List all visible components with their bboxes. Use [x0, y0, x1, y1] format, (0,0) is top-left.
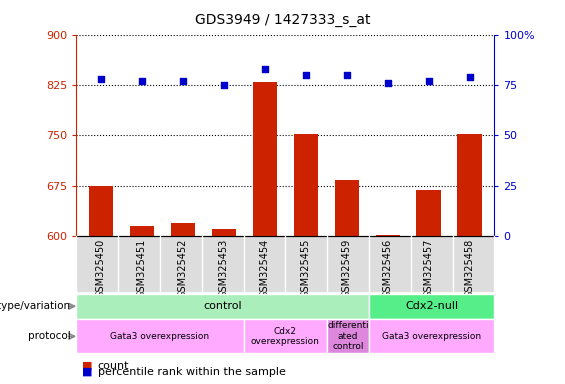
Bar — [89, 186, 113, 236]
Point — [301, 72, 310, 78]
Bar — [211, 230, 236, 236]
Text: percentile rank within the sample: percentile rank within the sample — [98, 367, 286, 377]
Bar — [334, 180, 359, 236]
Text: genotype/variation: genotype/variation — [0, 301, 71, 311]
Point — [260, 66, 270, 72]
Point — [342, 72, 351, 78]
Text: ■: ■ — [82, 361, 93, 371]
Bar — [376, 235, 400, 236]
Bar — [294, 134, 318, 236]
Text: Gata3 overexpression: Gata3 overexpression — [110, 332, 210, 341]
Bar — [416, 190, 441, 236]
Point — [424, 78, 433, 84]
Text: Cdx2-null: Cdx2-null — [405, 301, 458, 311]
Point — [383, 80, 392, 86]
Bar — [253, 82, 277, 236]
Text: control: control — [203, 301, 242, 311]
Text: Cdx2
overexpression: Cdx2 overexpression — [251, 327, 320, 346]
Text: Gata3 overexpression: Gata3 overexpression — [382, 332, 481, 341]
Point — [97, 76, 106, 82]
Text: ■: ■ — [82, 367, 93, 377]
Text: differenti
ated
control: differenti ated control — [327, 321, 369, 351]
Text: GDS3949 / 1427333_s_at: GDS3949 / 1427333_s_at — [195, 13, 370, 27]
Text: count: count — [98, 361, 129, 371]
Bar — [129, 226, 154, 236]
Point — [219, 82, 228, 88]
Text: protocol: protocol — [28, 331, 71, 341]
Bar — [458, 134, 482, 236]
Point — [137, 78, 146, 84]
Point — [179, 78, 188, 84]
Bar — [171, 223, 195, 236]
Point — [465, 74, 474, 80]
